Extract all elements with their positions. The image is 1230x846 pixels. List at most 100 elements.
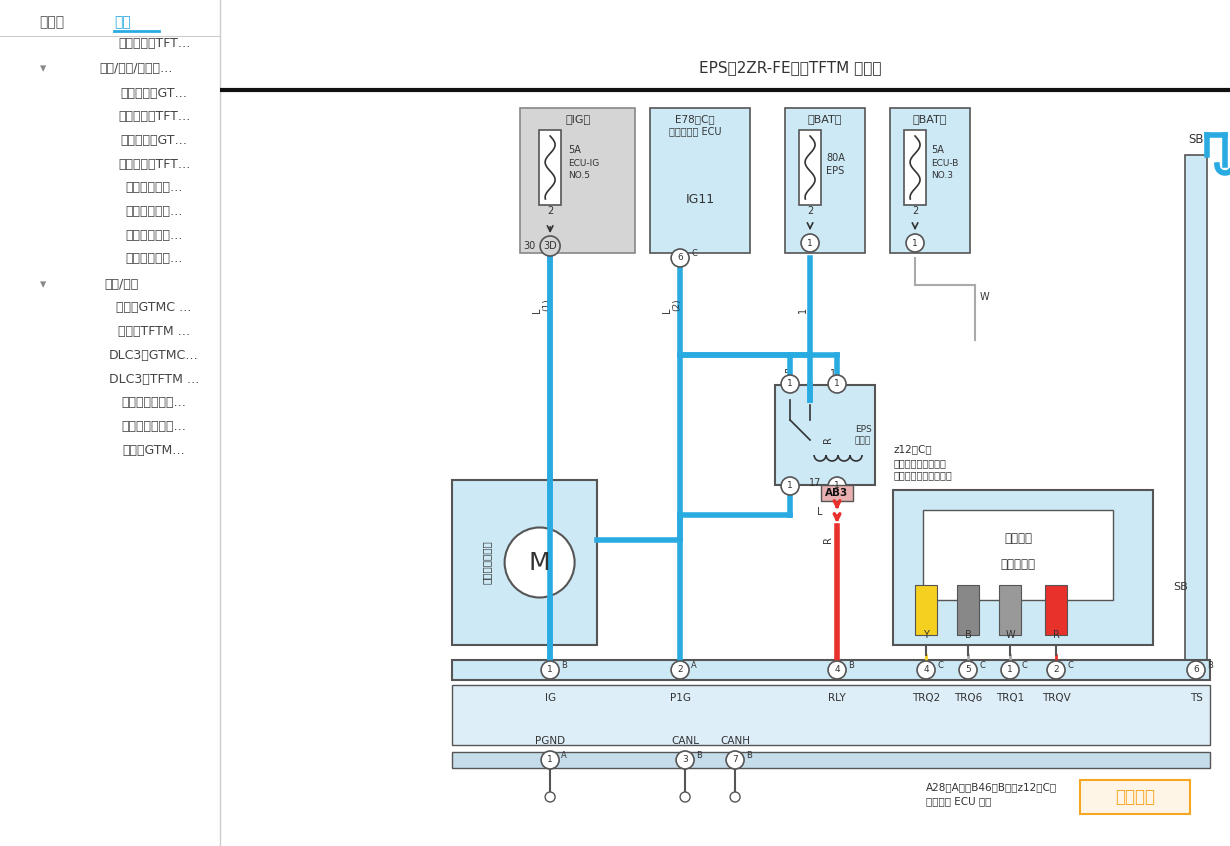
Text: 1: 1 [547,666,554,674]
Text: W: W [980,292,990,302]
Text: z12（C）: z12（C） [893,444,931,454]
Bar [800,130,822,205]
Text: 后视野监视系…: 后视野监视系… [125,181,183,195]
Text: TRQ6: TRQ6 [954,693,983,703]
Bar [453,685,1210,745]
Text: 动力转向电动机: 动力转向电动机 [482,541,492,585]
Text: L: L [533,307,542,313]
Text: 1: 1 [787,481,793,491]
Text: 电源（GTM…: 电源（GTM… [123,443,186,457]
Bar [1184,155,1207,665]
Text: (1): (1) [542,299,551,311]
Circle shape [801,234,819,252]
Text: 3: 3 [784,479,790,489]
Circle shape [540,236,560,256]
Text: 汽修帮手: 汽修帮手 [1116,788,1155,806]
Bar [785,108,865,253]
Bar [999,585,1021,635]
Text: 多路通信系统（…: 多路通信系统（… [122,420,187,433]
Text: IG: IG [545,693,556,703]
Text: L: L [662,307,672,313]
Circle shape [918,661,935,679]
Text: P1G: P1G [669,693,690,703]
Text: E78（C）: E78（C） [675,114,715,124]
Text: 3: 3 [683,755,688,765]
Text: ECU-B: ECU-B [931,158,958,168]
Bar [957,585,979,635]
Text: DLC3（GTMC…: DLC3（GTMC… [109,349,199,362]
Text: AB3: AB3 [825,488,849,498]
Text: 1: 1 [913,239,918,248]
Text: （BAT）: （BAT） [808,114,843,124]
Bar [822,485,854,501]
Text: 1: 1 [787,380,793,388]
Text: 30: 30 [523,241,535,251]
Text: DLC3（TFTM …: DLC3（TFTM … [109,372,199,386]
Text: 动力转向 ECU 总成: 动力转向 ECU 总成 [926,796,991,806]
Text: 丰田驻车辅助…: 丰田驻车辅助… [125,252,183,266]
Circle shape [680,792,690,802]
Text: (2): (2) [672,299,681,311]
Text: W: W [1005,630,1015,640]
Text: 1: 1 [834,380,840,388]
Bar [915,585,937,635]
Bar [453,660,1210,680]
Text: A: A [691,661,697,670]
Text: EPS: EPS [827,166,844,176]
Text: 1: 1 [834,481,840,491]
Text: 5: 5 [966,666,970,674]
Circle shape [828,661,846,679]
Circle shape [1001,661,1018,679]
Text: 1: 1 [1007,666,1014,674]
Text: TS: TS [1189,693,1203,703]
Text: 扭矩传感器: 扭矩传感器 [1000,558,1036,572]
Text: B: B [847,661,854,670]
Text: 5A: 5A [568,145,581,155]
Text: 7: 7 [732,755,738,765]
Text: TRQ1: TRQ1 [996,693,1025,703]
Bar [1080,780,1189,814]
Circle shape [781,375,800,393]
Text: 导航系统（GT…: 导航系统（GT… [121,134,188,147]
Bar [1046,585,1068,635]
Text: R: R [1053,630,1059,640]
Bar [520,108,635,253]
Text: B: B [561,661,567,670]
Text: 缩略图: 缩略图 [39,15,65,29]
Text: 目录: 目录 [114,15,132,29]
Text: CANL: CANL [672,736,699,746]
Text: ECU-IG: ECU-IG [568,158,599,168]
Text: 音响系统（GT…: 音响系统（GT… [121,86,188,100]
Text: B: B [1207,661,1213,670]
Text: B: B [696,751,702,760]
Text: IG11: IG11 [685,193,715,206]
Text: ▾: ▾ [39,62,46,75]
Bar [453,752,1210,768]
Text: 电源/网络: 电源/网络 [105,277,138,291]
Circle shape [1047,661,1065,679]
Circle shape [907,234,924,252]
Text: 助力转向: 助力转向 [1004,531,1032,545]
Circle shape [541,661,560,679]
Text: ▾: ▾ [39,277,46,291]
Text: 充电（GTMC …: 充电（GTMC … [117,301,192,315]
Text: 2: 2 [830,479,836,489]
Text: 1: 1 [807,239,813,248]
Text: NO.5: NO.5 [568,172,590,180]
Text: M: M [529,551,551,574]
Text: 后视野监视系…: 后视野监视系… [125,205,183,218]
Text: 17: 17 [809,478,822,488]
Circle shape [781,477,800,495]
Text: 2: 2 [678,666,683,674]
Text: 1: 1 [798,307,808,313]
Text: C: C [1068,661,1073,670]
Text: 导航系统（TFT…: 导航系统（TFT… [118,157,191,171]
Circle shape [726,751,744,769]
Text: L: L [817,507,823,517]
Bar [891,108,970,253]
Text: 发动机信号 ECU: 发动机信号 ECU [669,126,721,136]
Text: 2: 2 [547,206,554,216]
Text: 2: 2 [1053,666,1059,674]
Text: B: B [747,751,752,760]
Text: EPS
继电器: EPS 继电器 [855,425,871,445]
